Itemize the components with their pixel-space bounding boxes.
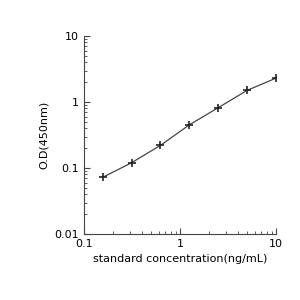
Y-axis label: O.D(450nm): O.D(450nm)	[39, 101, 49, 169]
X-axis label: standard concentration(ng/mL): standard concentration(ng/mL)	[93, 254, 267, 264]
